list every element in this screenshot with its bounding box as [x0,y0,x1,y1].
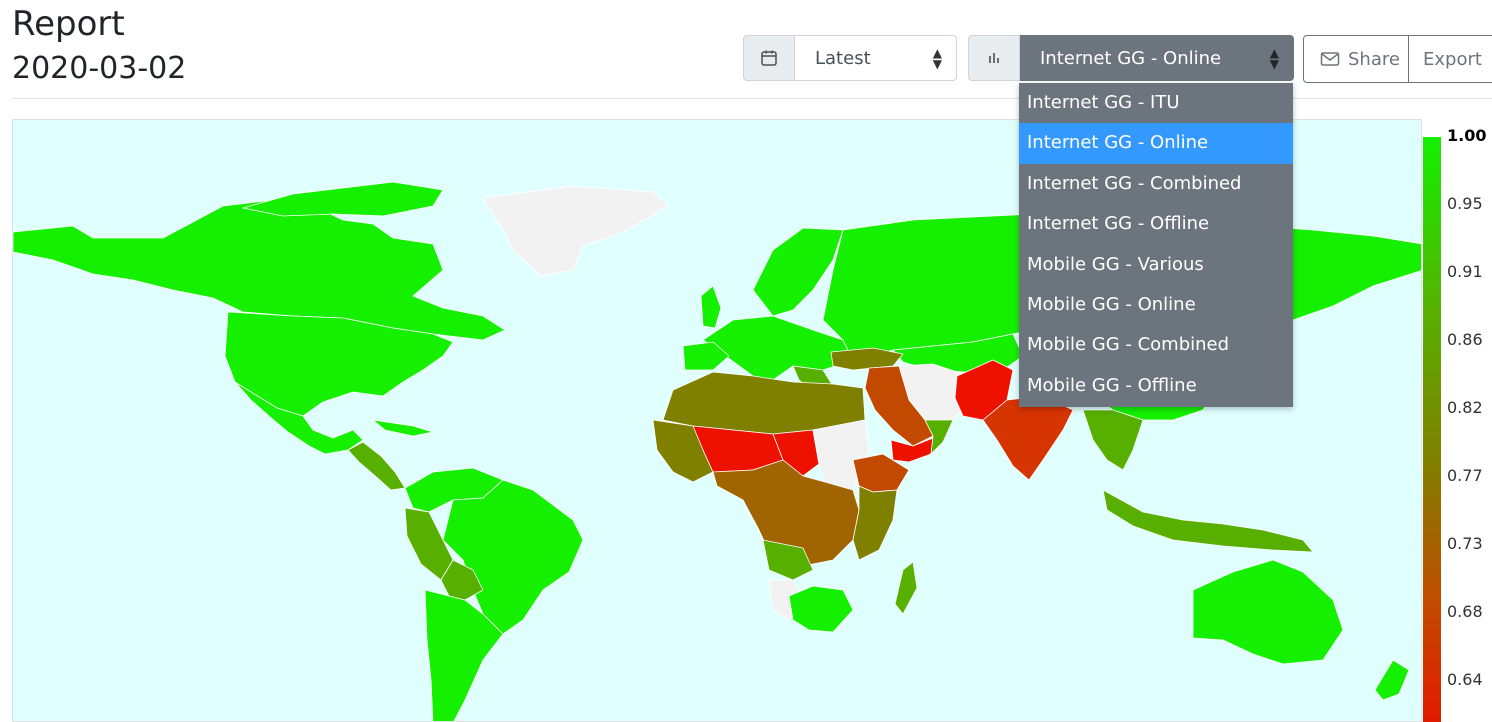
region-indonesia[interactable] [1102,489,1314,553]
legend-color-scale [1423,137,1441,722]
action-buttons: Share Export [1303,35,1492,83]
envelope-icon [1320,52,1340,66]
legend-label: 0.95 [1447,194,1483,213]
region-north-africa[interactable] [662,371,866,435]
legend-label: 0.82 [1447,398,1483,417]
country-angola[interactable] [762,539,814,581]
country-canada[interactable] [13,199,506,341]
country-iberia[interactable] [682,341,730,371]
legend-label: 0.77 [1447,466,1483,485]
dropdown-option[interactable]: Mobile GG - Combined [1027,334,1230,356]
date-select-value: Latest [815,47,871,69]
metric-select-value: Internet GG - Online [1040,47,1222,69]
region-scandinavia[interactable] [752,227,844,317]
legend-label: 0.68 [1447,602,1483,621]
country-uk[interactable] [700,285,722,329]
region-central-america[interactable] [347,441,406,491]
date-select[interactable]: Latest ▲ ▼ [795,35,957,81]
legend-label: 0.91 [1447,262,1483,281]
country-chad[interactable] [772,429,820,477]
export-label: Export [1423,48,1482,70]
header-divider [12,98,1492,99]
bar-chart-icon [968,35,1020,81]
export-button[interactable]: Export [1409,35,1492,83]
metric-select-group: Internet GG - Online ▲ ▼ [968,35,1294,83]
country-new-zealand[interactable] [1374,659,1410,701]
country-india[interactable] [982,395,1074,481]
country-greenland[interactable] [482,185,669,277]
country-arctic-islands[interactable] [242,181,444,217]
legend-label: 0.86 [1447,330,1483,349]
dropdown-option[interactable]: Internet GG - Offline [1027,213,1210,235]
region-southeast-asia[interactable] [1082,409,1144,471]
page-title: Report [12,4,125,44]
share-button[interactable]: Share [1303,35,1409,83]
legend-label: 0.64 [1447,670,1483,689]
region-east-africa[interactable] [852,485,898,561]
dropdown-option[interactable]: Mobile GG - Offline [1027,374,1197,396]
dropdown-option[interactable]: Internet GG - Combined [1027,172,1242,194]
country-mexico[interactable] [234,381,364,455]
dropdown-option[interactable]: Mobile GG - Various [1027,253,1204,275]
country-south-africa[interactable] [788,585,854,633]
dropdown-option[interactable]: Mobile GG - Online [1027,293,1196,315]
calendar-icon [743,35,795,81]
country-argentina-chile[interactable] [424,589,504,722]
country-australia[interactable] [1192,559,1344,665]
country-oman[interactable] [924,419,954,455]
date-select-group: Latest ▲ ▼ [743,35,957,83]
metric-select[interactable]: Internet GG - Online ▲ ▼ [1020,35,1294,81]
dropdown-option[interactable]: Internet GG - ITU [1027,92,1180,113]
share-label: Share [1348,48,1400,70]
select-caret-icon: ▲ ▼ [1269,46,1279,71]
legend-label: 1.00 [1447,126,1487,145]
region-caribbean[interactable] [372,419,434,437]
country-peru[interactable] [404,507,454,581]
dropdown-option-selected[interactable]: Internet GG - Online [1019,123,1293,164]
country-saudi-arabia[interactable] [864,365,934,447]
legend-label: 0.73 [1447,534,1483,553]
select-caret-icon: ▲ ▼ [932,46,942,71]
metric-dropdown-menu: Internet GG - ITU Internet GG - Online I… [1019,83,1293,407]
report-date: 2020-03-02 [12,51,187,86]
country-madagascar[interactable] [894,561,918,615]
